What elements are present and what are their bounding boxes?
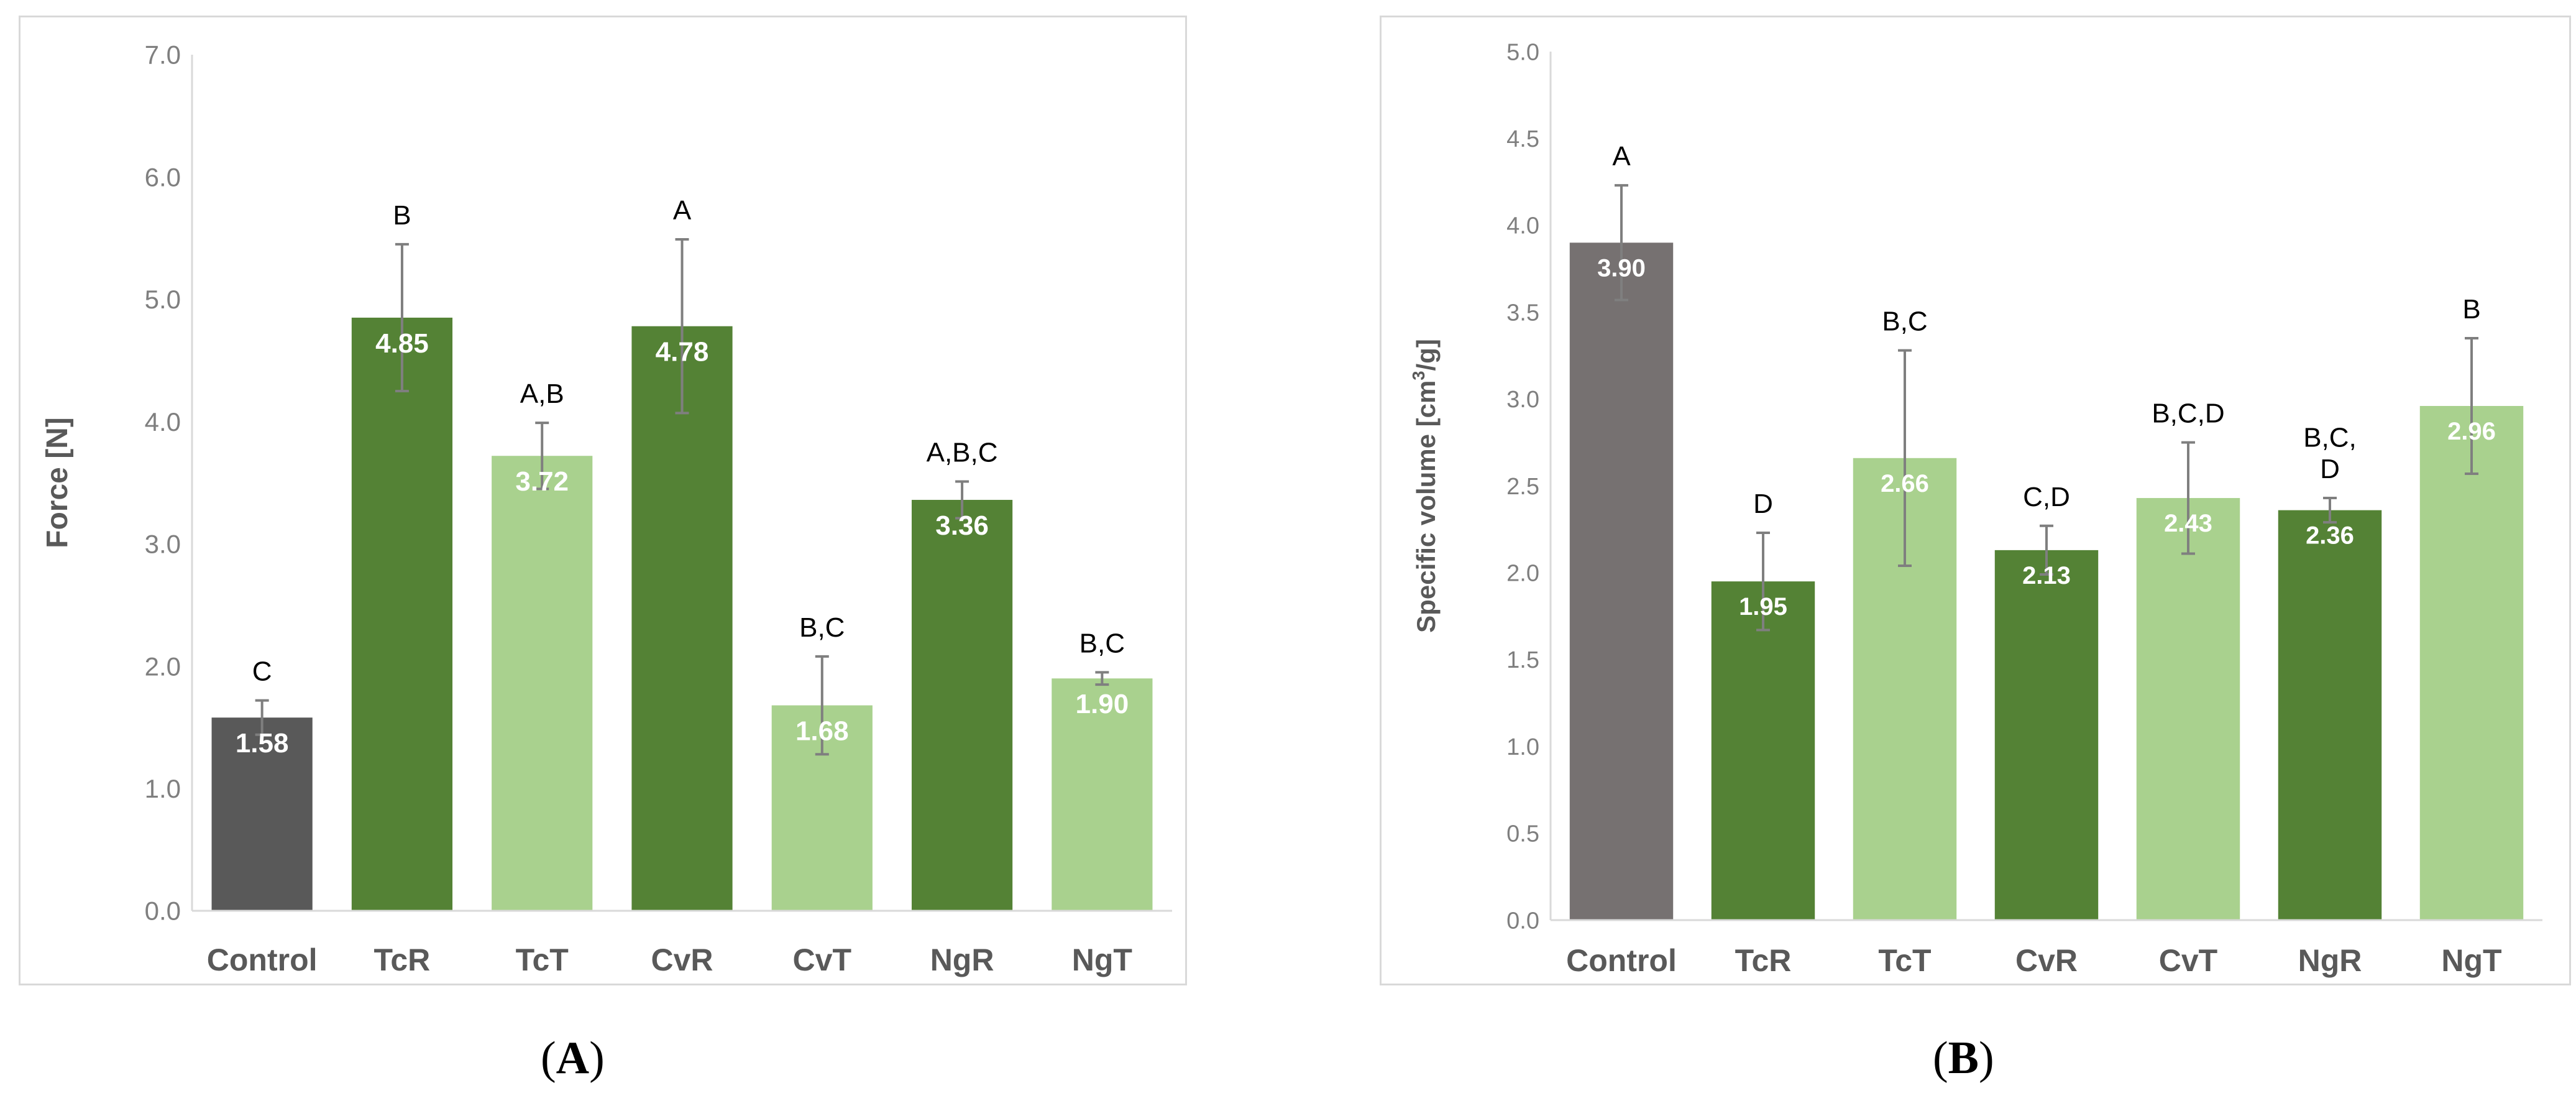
significance-label-ngt: B [2462,294,2480,325]
y-tick-label: 1.5 [1506,647,1539,673]
chart-panel-b: 0.0 0.5 1.0 1.5 2.0 2.5 3.0 3.5 4.0 4.5 5.0 Specifi… [1380,16,2571,985]
category-label-ngr: NgR [2298,943,2362,978]
category-label-control: Control [207,943,318,977]
value-label-tct: 2.66 [1881,470,1929,497]
significance-label-ngr: B,C, [2303,422,2357,453]
y-axis-title-superscript: 3 [1409,371,1428,380]
y-axis-title-unit: /g] [1411,339,1441,371]
value-label-ngt: 1.90 [1076,689,1129,719]
y-tick-label: 1.0 [1506,734,1539,760]
bar-ngr [911,500,1013,911]
category-label-ngt: NgT [1072,943,1132,977]
y-tick-label: 3.0 [1506,387,1539,413]
panel-a-caption-letter: A [556,1033,590,1084]
significance-label-cvt: B,C [799,612,845,643]
value-label-cvt: 1.68 [795,716,849,747]
category-label-ngr: NgR [930,943,994,977]
bar-cvr [631,326,733,911]
chart-panel-a: 0.0 1.0 2.0 3.0 4.0 5.0 6.0 7.0 Force [N] 1.58 C Co… [19,16,1187,985]
bar-control [1569,242,1674,921]
y-tick-label: 0.0 [1506,908,1539,934]
category-label-tct: TcT [1878,943,1931,978]
bar-tcr [1711,581,1815,920]
y-tick-label: 5.0 [145,285,181,314]
bar-ngt [2419,405,2524,920]
category-label-tct: TcT [516,943,569,977]
panel-b-caption: (B) [1933,1033,1994,1084]
significance-label-control: C [252,657,272,687]
y-axis-title-text: Specific volume [cm [1411,380,1441,633]
value-label-cvt: 2.43 [2164,510,2212,537]
significance-label-tcr: D [1753,489,1773,519]
significance-label-ngr: A,B,C [927,438,998,468]
category-label-cvt: CvT [793,943,851,977]
y-tick-label: 7.0 [145,40,181,70]
bar-ngt [1052,678,1153,911]
category-label-cvr: CvR [651,943,713,977]
y-tick-label: 5.0 [1506,39,1539,65]
y-tick-label: 2.0 [145,652,181,681]
bar-tct [492,456,593,911]
significance-label-ngt: B,C [1079,628,1125,658]
y-axis-title: Specific volume [cm3/g] [1409,339,1441,633]
significance-label-tct: B,C [1882,307,1927,337]
value-label-control: 3.90 [1597,254,1646,282]
value-label-control: 1.58 [236,728,289,758]
value-label-ngr: 3.36 [935,510,989,541]
category-label-control: Control [1566,943,1677,978]
value-label-cvr: 2.13 [2022,562,2071,589]
value-label-ngt: 2.96 [2447,418,2496,445]
y-tick-label: 4.0 [145,407,181,436]
bar-ngr [2278,510,2382,920]
panel-a-caption: (A) [541,1033,605,1084]
value-label-tcr: 4.85 [375,328,429,359]
specific-volume-bar-chart: 0.0 0.5 1.0 1.5 2.0 2.5 3.0 3.5 4.0 4.5 5.0 Specifi… [1409,39,2542,978]
y-tick-label: 0.0 [145,897,181,926]
panel-b-caption-letter: B [1948,1033,1979,1084]
category-label-cvr: CvR [2015,943,2078,978]
bar-tcr [351,317,453,911]
category-label-tcr: TcR [1735,943,1792,978]
value-label-tct: 3.72 [515,466,569,497]
value-label-tcr: 1.95 [1739,593,1787,620]
significance-label-ngr: D [2320,454,2340,484]
bar-cvt [2136,498,2240,920]
y-tick-label: 6.0 [145,162,181,191]
category-label-ngt: NgT [2441,943,2501,978]
y-axis-title: Force [N] [41,417,74,548]
y-tick-label: 4.0 [1506,213,1539,239]
significance-label-cvt: B,C,D [2152,399,2224,429]
category-label-cvt: CvT [2159,943,2217,978]
value-label-ngr: 2.36 [2306,522,2354,550]
y-tick-label: 3.5 [1506,300,1539,326]
category-label-tcr: TcR [374,943,431,977]
significance-label-control: A [1612,141,1631,172]
y-tick-label: 1.0 [145,774,181,803]
y-tick-label: 2.0 [1506,561,1539,587]
bar-control [211,717,313,911]
value-label-cvr: 4.78 [656,337,709,367]
significance-label-tct: A,B [520,379,564,409]
significance-label-cvr: C,D [2023,482,2070,512]
y-tick-label: 4.5 [1506,126,1539,152]
significance-label-tcr: B [393,200,411,231]
significance-label-cvr: A [673,195,692,226]
force-bar-chart: 0.0 1.0 2.0 3.0 4.0 5.0 6.0 7.0 Force [N] 1.58 C Co… [41,40,1172,977]
y-tick-label: 2.5 [1506,474,1539,500]
bar-cvr [1994,550,2099,920]
y-tick-label: 0.5 [1506,821,1539,847]
y-tick-label: 3.0 [145,530,181,559]
